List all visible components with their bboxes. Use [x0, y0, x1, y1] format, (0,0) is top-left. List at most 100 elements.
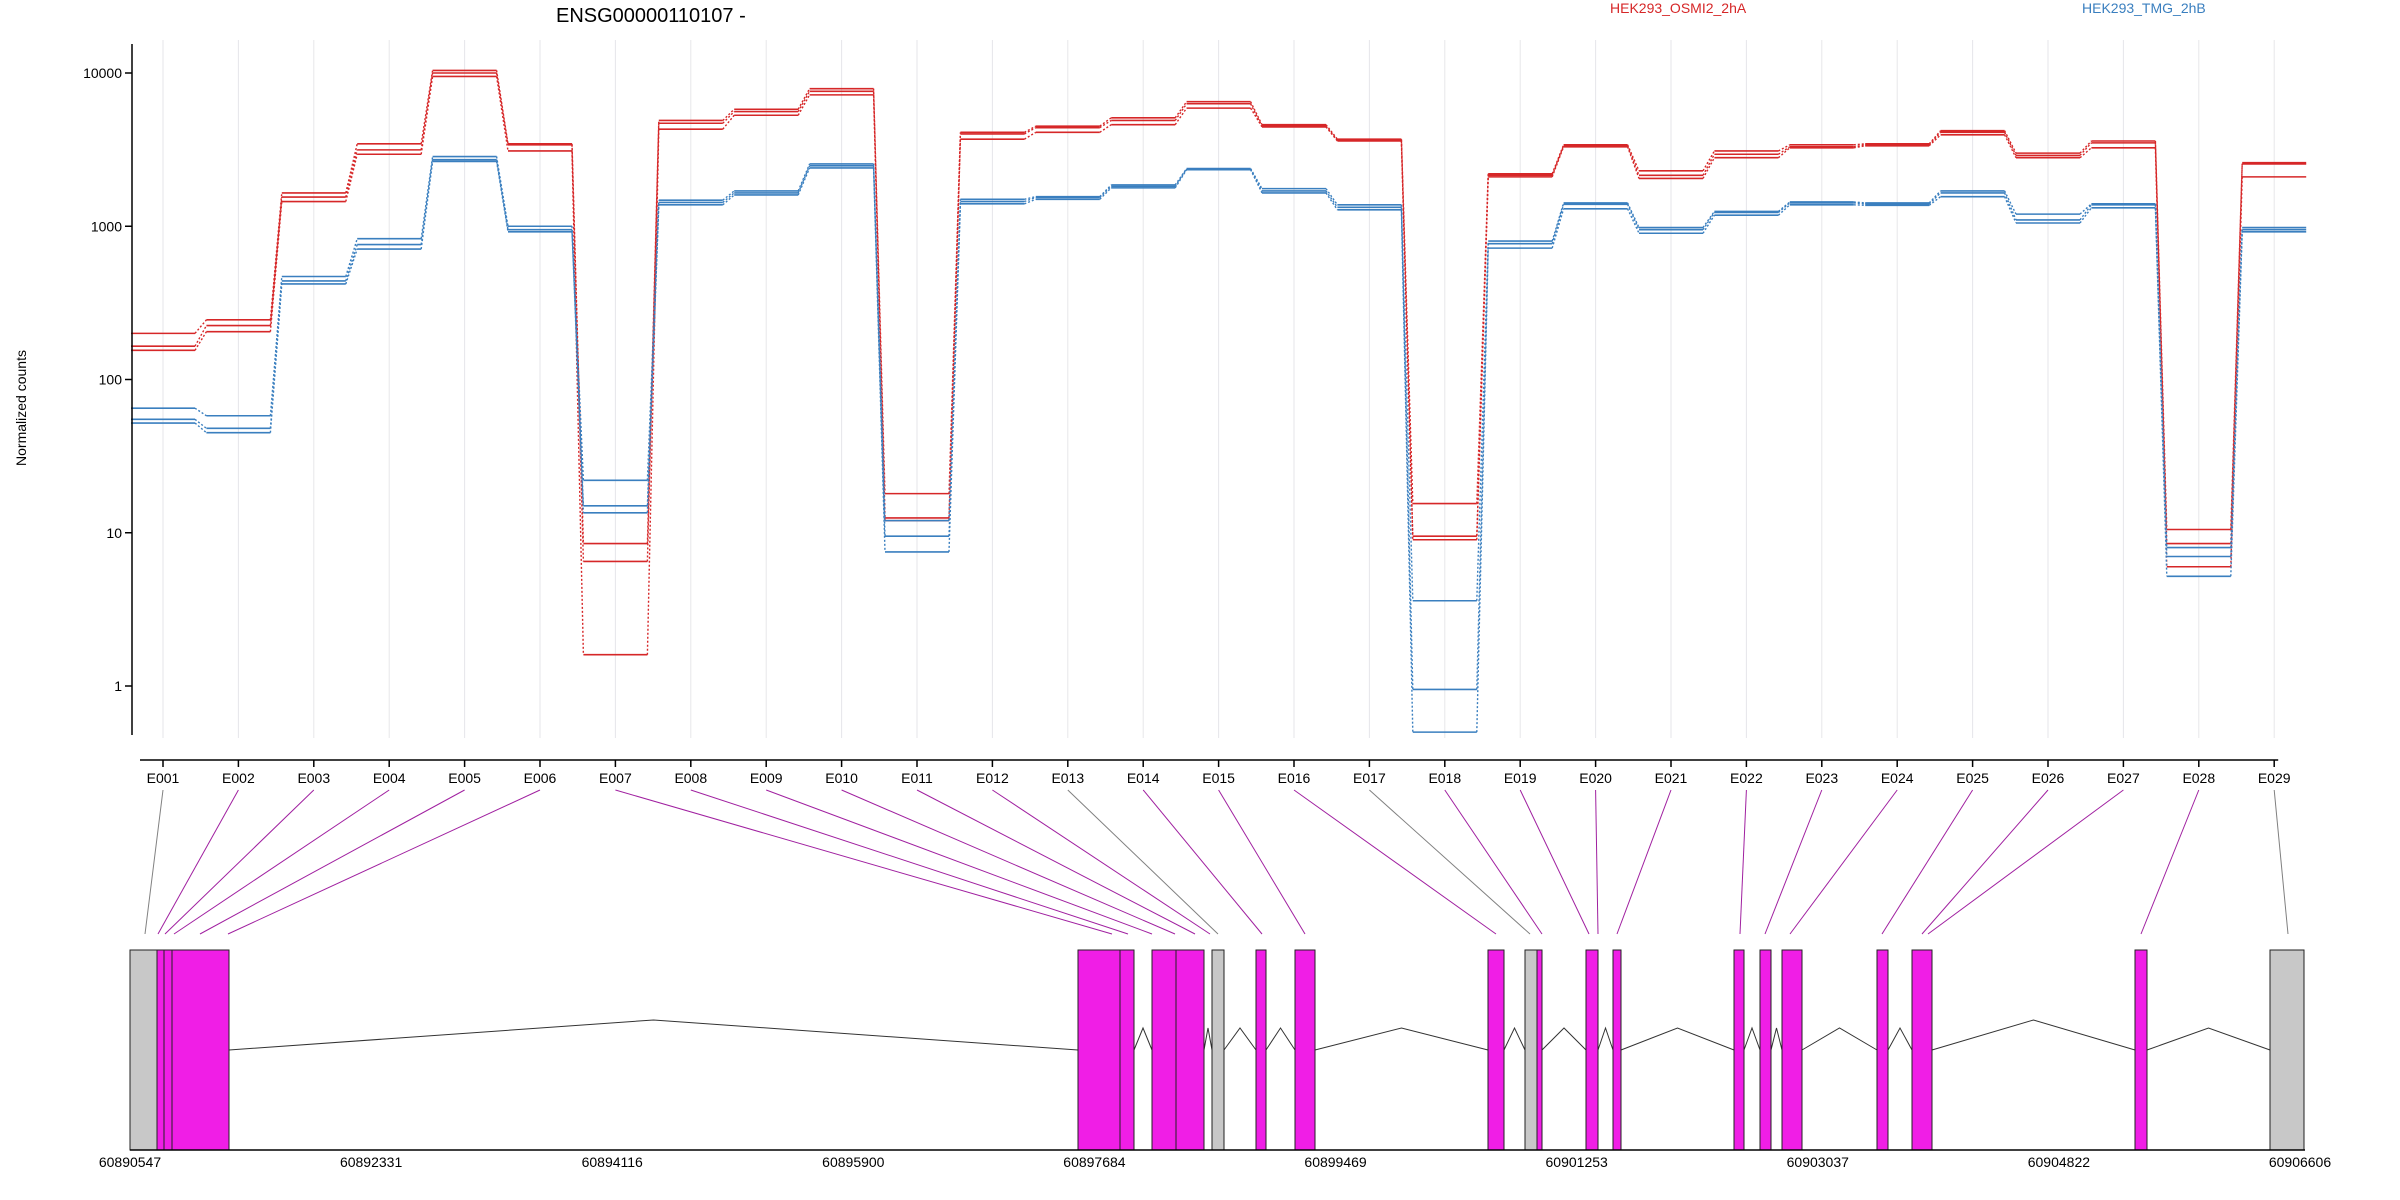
series-6 — [131, 160, 2307, 733]
series-transition — [2230, 231, 2243, 577]
x-tick-label-e019: E019 — [1504, 770, 1537, 786]
series-transition — [1928, 190, 1942, 204]
x-tick-label-e025: E025 — [1956, 770, 1989, 786]
series-transition — [1099, 117, 1112, 127]
x-tick-label-e018: E018 — [1428, 770, 1461, 786]
x-tick-label-e023: E023 — [1805, 770, 1838, 786]
exon-box — [171, 949, 230, 1151]
connector-e013 — [1067, 789, 1219, 935]
connector-e020 — [1595, 789, 1599, 935]
intron-line — [1203, 1027, 1213, 1051]
series-transition — [646, 204, 660, 513]
series-transition — [345, 154, 358, 202]
series-transition — [1099, 185, 1112, 199]
connector-e001 — [144, 789, 164, 935]
x-tick-label-e021: E021 — [1655, 770, 1688, 786]
exon-box — [1733, 949, 1745, 1151]
genomic-coordinate-label: 60895900 — [822, 1154, 885, 1170]
exon-box — [156, 949, 165, 1151]
series-transition — [1325, 192, 1338, 211]
x-tick-label-e004: E004 — [373, 770, 406, 786]
series-transition — [1853, 201, 1866, 204]
connector-e016 — [1293, 789, 1497, 935]
connector-e022 — [1739, 789, 1747, 935]
series-transition — [1551, 204, 1565, 244]
series-transition — [1551, 145, 1565, 176]
series-transition — [1249, 169, 1263, 194]
x-tick-label-e006: E006 — [524, 770, 557, 786]
connector-e002 — [157, 789, 239, 935]
series-transition — [1249, 168, 1263, 192]
series-transition — [797, 165, 811, 194]
x-tick-label-e015: E015 — [1202, 770, 1235, 786]
y-tick-label: 100 — [99, 372, 123, 388]
series-transition — [2230, 162, 2243, 530]
series-transition — [1702, 212, 1715, 231]
series-transition — [420, 161, 434, 250]
x-tick-label-e003: E003 — [297, 770, 330, 786]
series-transition — [194, 422, 207, 434]
series-transition — [269, 201, 283, 332]
intron-line — [1597, 1026, 1614, 1051]
chart-title: ENSG00000110107 - — [556, 5, 746, 27]
x-tick-label-e012: E012 — [976, 770, 1009, 786]
series-transition — [1626, 144, 1640, 172]
series-transition — [1400, 139, 1414, 504]
x-tick-label-e009: E009 — [750, 770, 783, 786]
genomic-coordinate-label: 60901253 — [1546, 1154, 1609, 1170]
series-transition — [2079, 142, 2092, 156]
series-transition — [1249, 168, 1263, 189]
x-tick-label-e027: E027 — [2107, 770, 2140, 786]
series-transition — [1626, 202, 1640, 228]
series-transition — [1777, 202, 1791, 214]
x-tick-label-e010: E010 — [825, 770, 858, 786]
connector-e003 — [164, 789, 315, 935]
series-transition — [646, 123, 660, 562]
series-transition — [2003, 134, 2017, 159]
series-transition — [571, 144, 585, 562]
series-transition — [1400, 209, 1414, 733]
series-transition — [1626, 208, 1640, 234]
x-tick-label-e024: E024 — [1881, 770, 1914, 786]
series-transition — [1777, 147, 1791, 159]
x-tick-label-e016: E016 — [1278, 770, 1311, 786]
x-tick-label-e017: E017 — [1353, 770, 1386, 786]
y-axis-label: Normalized counts — [13, 350, 29, 466]
series-transition — [571, 231, 585, 513]
exon-box — [1536, 949, 1543, 1151]
y-tick-label: 1 — [114, 678, 122, 694]
series-transition — [2003, 196, 2017, 224]
connector-e024 — [1789, 789, 1898, 935]
genomic-coordinate-label: 60890547 — [99, 1154, 162, 1170]
series-transition — [1928, 192, 1942, 205]
gene-model: 60890547 60892331 60894116 60895900 60897684… — [99, 949, 2331, 1170]
series-transition — [1551, 202, 1565, 242]
series-transition — [1325, 126, 1338, 142]
series-transition — [1853, 202, 1866, 205]
series-transition — [797, 88, 811, 110]
series-transition — [1928, 130, 1942, 145]
series-transition — [872, 165, 886, 537]
exon-box — [1759, 949, 1772, 1151]
series-transition — [1626, 146, 1640, 179]
intron-line — [1541, 1027, 1587, 1051]
series-transition — [194, 319, 207, 334]
x-tick-label-e005: E005 — [448, 770, 481, 786]
series-transition — [345, 248, 358, 285]
series-transition — [948, 133, 962, 518]
series-transition — [1099, 124, 1112, 133]
exon-box — [1175, 949, 1205, 1151]
x-tick-label-e011: E011 — [901, 770, 933, 786]
intron-line — [1223, 1027, 1257, 1051]
intron-line — [1620, 1027, 1735, 1051]
x-tick-label-e001: E001 — [147, 770, 180, 786]
series-transition — [1626, 145, 1640, 176]
series-transition — [345, 149, 358, 198]
series-transition — [872, 167, 886, 552]
series-transition — [2154, 207, 2168, 577]
series-transition — [1174, 168, 1188, 186]
intron-line — [1887, 1026, 1913, 1051]
y-tick-label: 10 — [106, 525, 122, 541]
series-transition — [1250, 107, 1263, 128]
series-transition — [345, 143, 358, 194]
